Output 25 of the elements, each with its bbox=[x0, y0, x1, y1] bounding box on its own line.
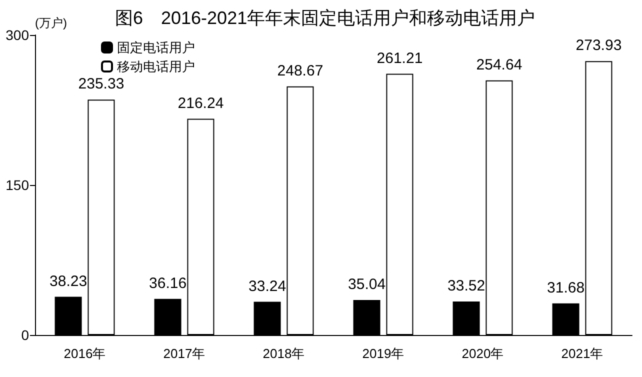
data-label: 31.68 bbox=[547, 279, 585, 296]
x-tick-label: 2019年 bbox=[362, 346, 404, 361]
y-tick-label: 150 bbox=[6, 177, 30, 193]
data-label: 273.93 bbox=[576, 37, 622, 54]
x-tick-label: 2020年 bbox=[462, 346, 504, 361]
legend-label: 移动电话用户 bbox=[117, 59, 195, 74]
x-tick-label: 2016年 bbox=[64, 346, 106, 361]
data-label: 254.64 bbox=[476, 56, 522, 74]
data-label: 33.24 bbox=[248, 278, 286, 295]
data-label: 36.16 bbox=[149, 274, 187, 292]
x-tick-label: 2018年 bbox=[262, 346, 305, 361]
data-label: 235.33 bbox=[78, 76, 124, 93]
data-label: 248.67 bbox=[277, 62, 324, 80]
x-tick-label: 2021年 bbox=[561, 346, 604, 361]
data-label: 35.04 bbox=[348, 276, 386, 293]
data-label: 38.23 bbox=[50, 272, 88, 290]
x-tick-label: 2017年 bbox=[163, 346, 206, 361]
y-axis-title: (万户) bbox=[35, 16, 67, 30]
data-label: 33.52 bbox=[448, 277, 486, 294]
data-label: 216.24 bbox=[178, 94, 224, 112]
y-tick-label: 300 bbox=[6, 27, 30, 43]
data-label: 261.21 bbox=[376, 50, 423, 67]
chart-title: 图6 2016-2021年年末固定电话用户和移动电话用户 bbox=[115, 8, 536, 28]
y-tick-label: 0 bbox=[21, 327, 30, 343]
legend-label: 固定电话用户 bbox=[117, 40, 195, 55]
